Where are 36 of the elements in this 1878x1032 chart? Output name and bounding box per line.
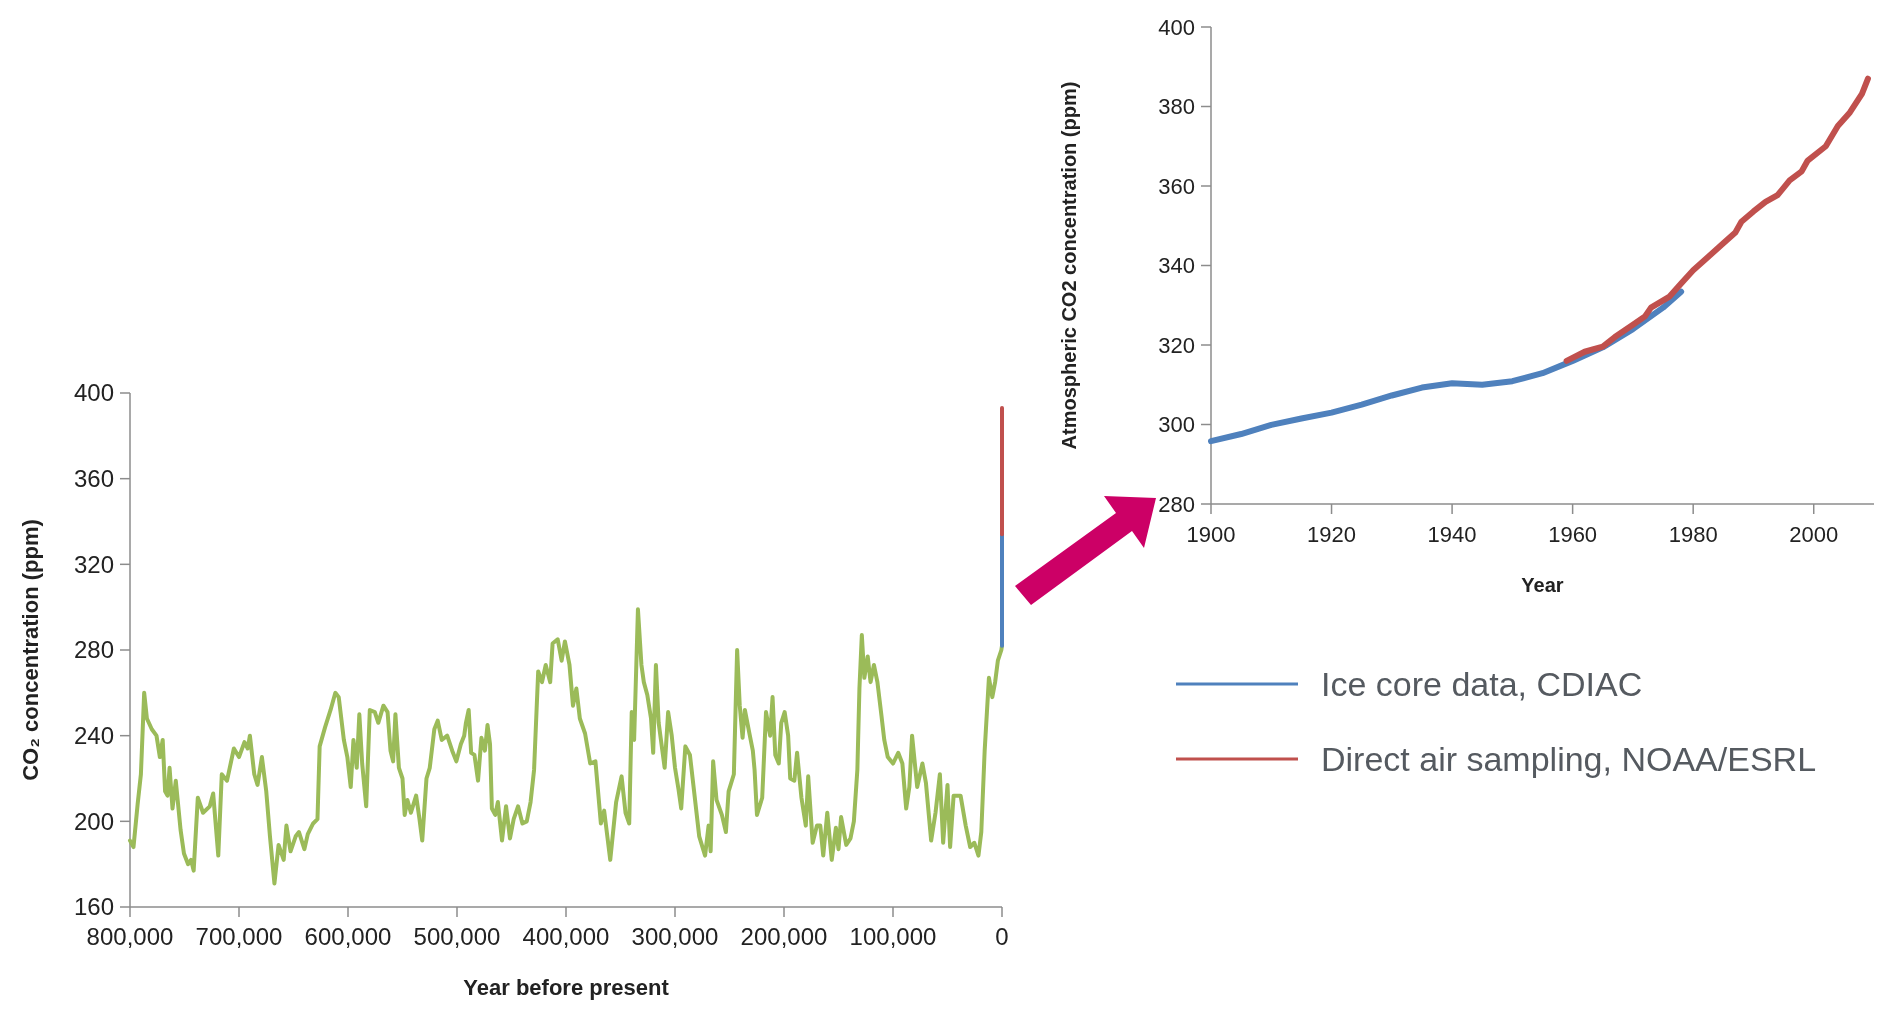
x-tick-label: 1960 — [1548, 522, 1598, 547]
y-tick-label: 240 — [73, 722, 114, 750]
y-tick-label: 300 — [1158, 412, 1195, 438]
x-tick-label: 800,000 — [86, 923, 174, 950]
x-tick-label: 600,000 — [304, 923, 392, 950]
y-tick-label: 400 — [1158, 14, 1195, 40]
y-tick-label: 360 — [1158, 173, 1195, 199]
x-tick-label: 1900 — [1186, 522, 1236, 547]
y-tick-label: 320 — [1158, 332, 1195, 358]
y-tick-label: 200 — [73, 807, 114, 835]
x-axis-title: Year — [1521, 574, 1564, 596]
y-axis-title: CO₂ concentration (ppm) — [18, 519, 43, 781]
x-tick-label: 1920 — [1307, 522, 1357, 547]
y-tick-label: 280 — [73, 636, 114, 664]
x-tick-label: 200,000 — [740, 923, 828, 950]
y-tick-label: 160 — [73, 893, 114, 921]
y-axis-title: Atmospheric CO2 concentration (ppm) — [1058, 81, 1080, 450]
x-tick-label: 500,000 — [413, 923, 501, 950]
y-tick-label: 400 — [73, 379, 114, 407]
x-tick-label: 400,000 — [522, 923, 610, 950]
x-tick-label: 300,000 — [631, 923, 719, 950]
y-tick-label: 360 — [73, 465, 114, 493]
x-tick-label: 1940 — [1427, 522, 1477, 547]
line-series — [128, 607, 1004, 886]
x-tick-label: 100,000 — [849, 923, 937, 950]
y-tick-label: 340 — [1158, 253, 1195, 279]
x-tick-label: 1980 — [1668, 522, 1718, 547]
x-tick-label: 2000 — [1789, 522, 1839, 547]
legend-label: Direct air sampling, NOAA/ESRL — [1321, 739, 1817, 778]
y-tick-label: 380 — [1158, 94, 1195, 120]
x-tick-label: 0 — [995, 923, 1009, 950]
y-tick-label: 280 — [1158, 491, 1195, 517]
x-tick-label: 700,000 — [195, 923, 283, 950]
legend-label: Ice core data, CDIAC — [1321, 664, 1643, 703]
y-tick-label: 320 — [73, 550, 114, 578]
x-axis-title: Year before present — [463, 975, 670, 1000]
